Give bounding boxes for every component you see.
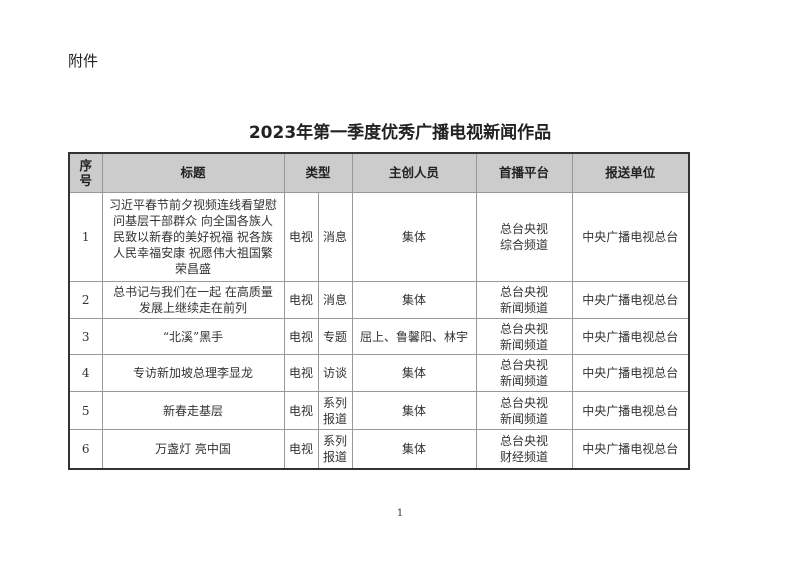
row-medium: 电视 (283, 429, 319, 469)
row-creators: 集体 (351, 281, 477, 319)
table-row: 3 “北溪”黑手 电视 专题 屈上、鲁馨阳、林宇 总台央视新闻频道 中央广播电视总台 (68, 318, 690, 355)
header-title: 标题 (101, 152, 285, 193)
header-no: 序号 (68, 152, 103, 193)
row-title: 新春走基层 (101, 391, 285, 430)
table-row: 2 总书记与我们在一起 在高质量发展上继续走在前列 电视 消息 集体 总台央视新闻频道 中央… (68, 281, 690, 319)
row-unit: 中央广播电视总台 (571, 318, 690, 355)
works-table: 序号 标题 类型 主创人员 首播平台 报送单位 1 习近平春节前夕视频连线看望慰问… (68, 152, 690, 470)
row-title: 专访新加坡总理李显龙 (101, 354, 285, 392)
row-number: 5 (68, 391, 103, 430)
row-number: 6 (68, 429, 103, 469)
row-title: 习近平春节前夕视频连线看望慰问基层干部群众 向全国各族人民致以新春的美好祝福 祝… (101, 192, 285, 282)
header-type: 类型 (283, 152, 353, 193)
row-unit: 中央广播电视总台 (571, 391, 690, 430)
row-number: 1 (68, 192, 103, 282)
header-row: 序号 标题 类型 主创人员 首播平台 报送单位 (68, 152, 690, 193)
row-medium: 电视 (283, 281, 319, 319)
row-platform: 总台央视新闻频道 (475, 391, 573, 430)
table-row: 4 专访新加坡总理李显龙 电视 访谈 集体 总台央视新闻频道 中央广播电视总台 (68, 354, 690, 392)
table-row: 6 万盏灯 亮中国 电视 系列报道 集体 总台央视财经频道 中央广播电视总台 (68, 429, 690, 469)
page-number: 1 (396, 508, 404, 519)
row-title: 万盏灯 亮中国 (101, 429, 285, 469)
row-title: “北溪”黑手 (101, 318, 285, 355)
row-medium: 电视 (283, 354, 319, 392)
row-creators: 集体 (351, 192, 477, 282)
row-platform: 总台央视新闻频道 (475, 281, 573, 319)
row-platform: 总台央视财经频道 (475, 429, 573, 469)
row-medium: 电视 (283, 391, 319, 430)
row-medium: 电视 (283, 318, 319, 355)
row-creators: 集体 (351, 429, 477, 469)
row-creators: 集体 (351, 354, 477, 392)
row-genre: 访谈 (317, 354, 353, 392)
header-creators: 主创人员 (351, 152, 477, 193)
row-title: 总书记与我们在一起 在高质量发展上继续走在前列 (101, 281, 285, 319)
row-genre: 消息 (317, 281, 353, 319)
row-genre: 专题 (317, 318, 353, 355)
header-platform: 首播平台 (475, 152, 573, 193)
row-unit: 中央广播电视总台 (571, 281, 690, 319)
row-unit: 中央广播电视总台 (571, 429, 690, 469)
row-genre: 系列报道 (317, 429, 353, 469)
header-unit: 报送单位 (571, 152, 690, 193)
row-medium: 电视 (283, 192, 319, 282)
row-genre: 系列报道 (317, 391, 353, 430)
table-row: 5 新春走基层 电视 系列报道 集体 总台央视新闻频道 中央广播电视总台 (68, 391, 690, 430)
attachment-label: 附件 (68, 52, 99, 70)
row-creators: 屈上、鲁馨阳、林宇 (351, 318, 477, 355)
row-unit: 中央广播电视总台 (571, 192, 690, 282)
row-number: 3 (68, 318, 103, 355)
row-platform: 总台央视新闻频道 (475, 318, 573, 355)
row-creators: 集体 (351, 391, 477, 430)
row-number: 2 (68, 281, 103, 319)
document-title: 2023年第一季度优秀广播电视新闻作品 (248, 123, 552, 143)
row-platform: 总台央视综合频道 (475, 192, 573, 282)
row-platform: 总台央视新闻频道 (475, 354, 573, 392)
table-row: 1 习近平春节前夕视频连线看望慰问基层干部群众 向全国各族人民致以新春的美好祝福 … (68, 192, 690, 282)
row-genre: 消息 (317, 192, 353, 282)
row-unit: 中央广播电视总台 (571, 354, 690, 392)
row-number: 4 (68, 354, 103, 392)
